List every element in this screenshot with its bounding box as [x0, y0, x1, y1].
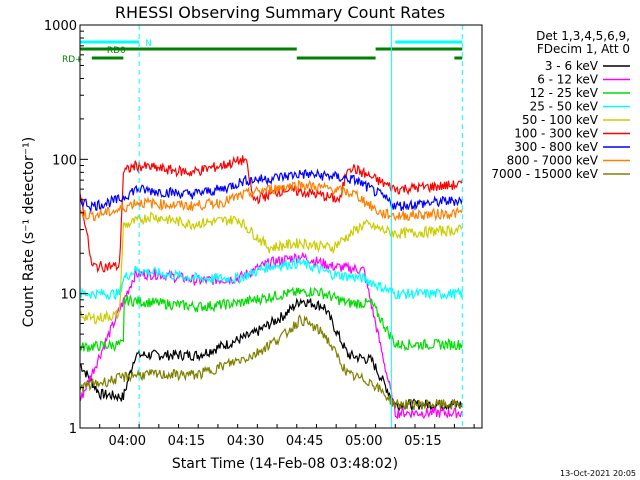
- legend-label: 50 - 100 keV: [522, 113, 599, 127]
- x-axis-label: Start Time (14-Feb-08 03:48:02): [172, 456, 398, 472]
- plot-frame: [79, 24, 483, 429]
- series-line-25-50-kev: [79, 256, 463, 301]
- series-layer: [79, 155, 463, 420]
- x-axis: 04:00 04:15 04:30 04:45 05:00 05:15: [79, 424, 475, 449]
- legend-header-line-2: FDecim 1, Att 0: [537, 42, 630, 56]
- x-tick-label: 05:15: [404, 434, 441, 449]
- footer-date: 13-Oct-2021 20:05: [560, 469, 636, 478]
- y-axis: 1 10 100 1000: [44, 19, 88, 437]
- chart-title: RHESSI Observing Summary Count Rates: [115, 3, 445, 22]
- legend-header-line-1: Det 1,3,4,5,6,9,: [536, 29, 630, 43]
- x-tick-label: 05:00: [345, 434, 382, 449]
- flag-layer: N RD0 RD+: [62, 39, 463, 65]
- y-tick-label: 100: [52, 153, 77, 168]
- series-line-7000-15000-kev: [79, 314, 463, 410]
- series-line-3-6-kev: [79, 297, 463, 412]
- y-tick-label: 10: [60, 288, 77, 303]
- x-tick-label: 04:45: [286, 434, 323, 449]
- vertical-lines-layer: [138, 25, 463, 428]
- legend-label: 300 - 800 keV: [514, 140, 598, 154]
- flag-label-rd: RD+: [62, 55, 83, 65]
- legend-label: 7000 - 15000 keV: [491, 167, 598, 181]
- legend-label: 800 - 7000 keV: [507, 154, 599, 168]
- legend-label: 6 - 12 keV: [537, 73, 599, 87]
- x-tick-label: 04:30: [227, 434, 264, 449]
- x-tick-label: 04:00: [109, 434, 146, 449]
- x-tick-label: 04:15: [168, 434, 205, 449]
- series-line-800-7000-kev: [79, 179, 463, 222]
- series-line-12-25-kev: [79, 286, 463, 353]
- y-tick-label: 1: [69, 422, 77, 437]
- y-axis-label: Count Rate (s⁻¹ detector⁻¹): [21, 137, 37, 327]
- flag-label-n: N: [145, 39, 152, 49]
- series-line-6-12-kev: [79, 252, 463, 420]
- legend-label: 3 - 6 keV: [545, 59, 599, 73]
- series-line-300-800-kev: [79, 168, 463, 214]
- series-line-50-100-kev: [79, 211, 463, 325]
- legend-label: 25 - 50 keV: [530, 100, 599, 114]
- y-tick-label: 1000: [44, 19, 77, 34]
- legend-label: 12 - 25 keV: [530, 86, 599, 100]
- series-line-100-300-kev: [79, 155, 463, 274]
- flag-label-rd0: RD0: [107, 46, 126, 56]
- legend: Det 1,3,4,5,6,9, FDecim 1, Att 0 3 - 6 k…: [491, 29, 630, 181]
- legend-label: 100 - 300 keV: [514, 127, 598, 141]
